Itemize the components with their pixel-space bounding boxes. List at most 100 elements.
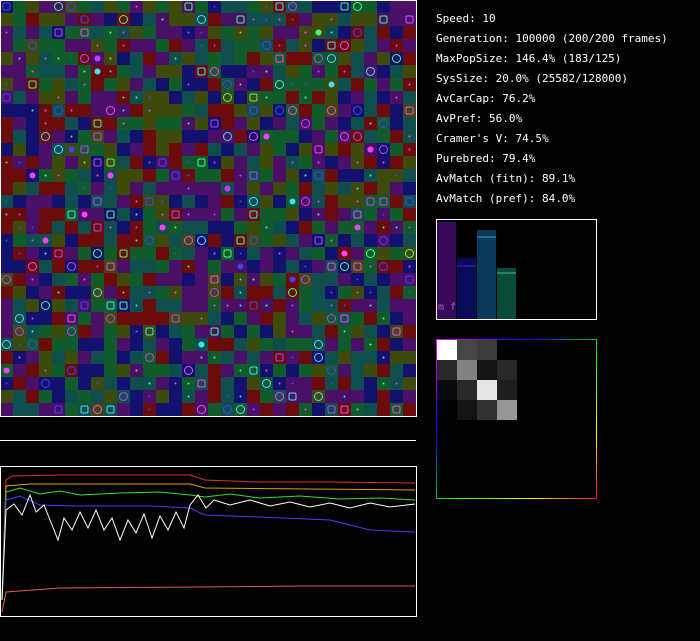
cell (39, 273, 52, 286)
cell (390, 273, 403, 286)
cell (91, 312, 104, 325)
agent (83, 161, 86, 164)
cell (221, 273, 234, 286)
cell (0, 39, 13, 52)
agent (223, 80, 232, 89)
cell (195, 221, 208, 234)
agent (93, 288, 102, 297)
agent (262, 379, 271, 388)
agent (226, 395, 229, 398)
cell (65, 26, 78, 39)
cell (338, 351, 351, 364)
agent (327, 54, 336, 63)
cell (247, 182, 260, 195)
cell (52, 364, 65, 377)
cell (286, 182, 299, 195)
agent (67, 366, 76, 375)
agent (327, 262, 336, 271)
agent (31, 70, 34, 73)
agent (122, 31, 125, 34)
agent (340, 41, 349, 50)
cell (26, 195, 39, 208)
cell (65, 338, 78, 351)
cell (52, 182, 65, 195)
cell (52, 299, 65, 312)
cell (39, 78, 52, 91)
cell (26, 260, 39, 273)
cell (299, 117, 312, 130)
cell (312, 182, 325, 195)
agent (18, 161, 21, 164)
cell (156, 338, 169, 351)
cell (377, 104, 390, 117)
cell (78, 312, 91, 325)
agent (148, 109, 151, 112)
cell (182, 234, 195, 247)
cell (182, 273, 195, 286)
cell (104, 39, 117, 52)
cell (39, 13, 52, 26)
cell (286, 39, 299, 52)
cell (390, 78, 403, 91)
cell (78, 39, 91, 52)
agent (330, 239, 333, 242)
agent (197, 379, 206, 388)
agent (288, 288, 297, 297)
cell (0, 117, 13, 130)
cell (377, 91, 390, 104)
cell (104, 247, 117, 260)
cell (156, 377, 169, 390)
cell (65, 312, 78, 325)
agent (239, 395, 242, 398)
cell (221, 351, 234, 364)
cell (117, 403, 130, 416)
agent (5, 213, 8, 216)
agent (289, 198, 296, 205)
cell (299, 65, 312, 78)
cell (260, 312, 273, 325)
agent (379, 236, 388, 245)
cell (299, 377, 312, 390)
agent (275, 2, 284, 11)
cell (273, 91, 286, 104)
cell (52, 13, 65, 26)
agent (197, 67, 206, 76)
agent (80, 145, 89, 154)
cell (338, 273, 351, 286)
agent (408, 83, 411, 86)
cell (299, 156, 312, 169)
cell (247, 52, 260, 65)
agent (96, 382, 99, 385)
cell (104, 260, 117, 273)
agent (106, 106, 115, 115)
agent (288, 106, 297, 115)
cell (338, 169, 351, 182)
cell (338, 52, 351, 65)
agent (135, 226, 138, 229)
cell (377, 273, 390, 286)
cell (130, 52, 143, 65)
cell (247, 286, 260, 299)
cell (221, 286, 234, 299)
cell (104, 403, 117, 416)
cell (403, 156, 416, 169)
agent (369, 291, 372, 294)
agent (369, 343, 372, 346)
cell (52, 65, 65, 78)
cell (221, 364, 234, 377)
cell (377, 39, 390, 52)
agent (119, 392, 128, 401)
agent (161, 200, 164, 203)
cell (247, 39, 260, 52)
cell (351, 351, 364, 364)
heat-cell (437, 380, 457, 400)
agent (249, 210, 258, 219)
cell (273, 364, 286, 377)
cell (195, 208, 208, 221)
agent (135, 304, 138, 307)
agent (122, 109, 125, 112)
cell (364, 182, 377, 195)
cell (377, 26, 390, 39)
cell (91, 104, 104, 117)
